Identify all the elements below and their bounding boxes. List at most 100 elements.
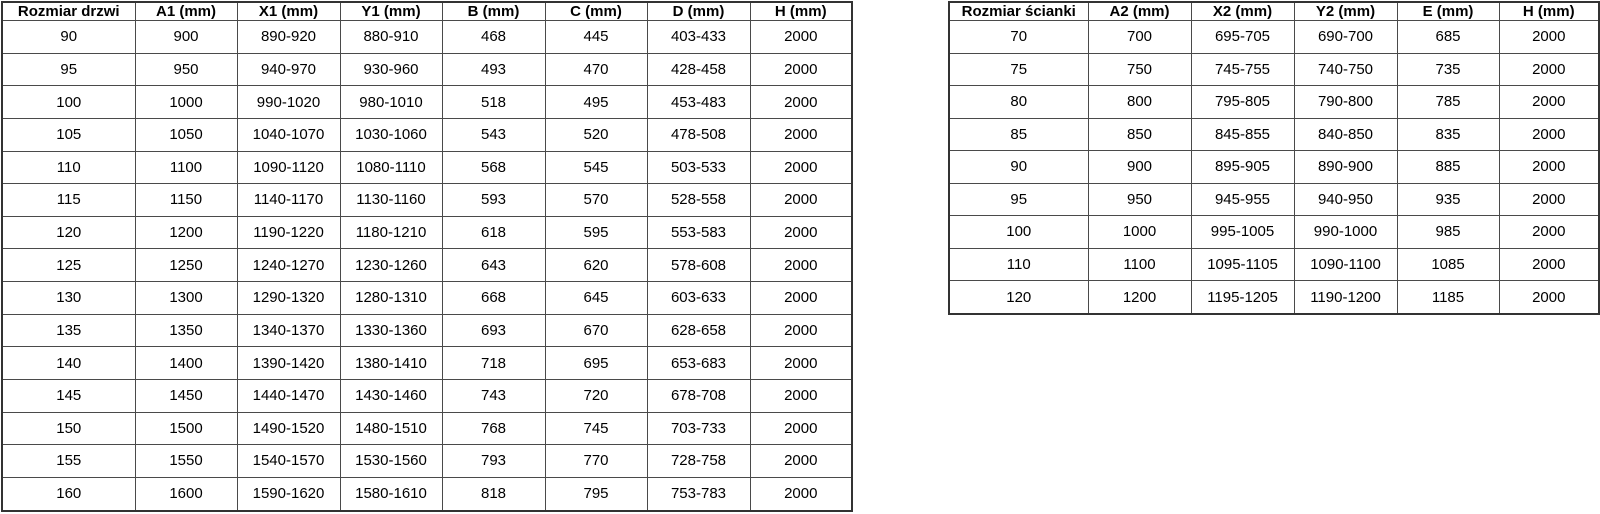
table-row: 80 800 795-805 790-800 785 2000 — [948, 85, 1600, 119]
table-cell: 1580-1610 — [339, 476, 443, 512]
table-cell: 1240-1270 — [236, 248, 341, 282]
table-cell: 840-850 — [1293, 117, 1398, 151]
table-cell: 728-758 — [646, 444, 751, 478]
table-cell: 1090-1120 — [236, 150, 341, 185]
table-cell: 768 — [441, 411, 546, 446]
table-cell: 770 — [544, 444, 648, 478]
table-cell: 2000 — [749, 444, 853, 478]
table-row: 140 1400 1390-1420 1380-1410 718 695 653-683 20… — [1, 346, 853, 380]
table-cell: 668 — [441, 281, 546, 315]
table-cell: 110 — [1, 150, 136, 185]
table-cell: 495 — [544, 85, 648, 119]
table-cell: 1300 — [134, 281, 238, 315]
table-cell: 1190-1200 — [1293, 280, 1398, 315]
column-header: D (mm) — [646, 1, 751, 21]
table-cell: 900 — [134, 20, 238, 54]
table-cell: 1030-1060 — [339, 117, 443, 152]
table-cell: 2000 — [749, 183, 853, 217]
table-cell: 503-533 — [646, 150, 751, 185]
table-cell: 1195-1205 — [1190, 280, 1295, 315]
table-cell: 2000 — [749, 476, 853, 512]
table-cell: 1095-1105 — [1190, 247, 1295, 281]
table-cell: 553-583 — [646, 215, 751, 250]
table-cell: 753-783 — [646, 476, 751, 512]
column-header: H (mm) — [1498, 1, 1600, 21]
table-cell: 900 — [1087, 150, 1192, 184]
table-cell: 1140-1170 — [236, 183, 341, 217]
table-cell: 2000 — [1498, 117, 1600, 151]
table-cell: 1040-1070 — [236, 117, 341, 152]
table-cell: 1230-1260 — [339, 248, 443, 282]
table-row: 135 1350 1340-1370 1330-1360 693 670 628-658 20… — [1, 313, 853, 348]
table-cell: 628-658 — [646, 313, 751, 348]
table-cell: 115 — [1, 183, 136, 217]
table-cell: 703-733 — [646, 411, 751, 446]
table-cell: 945-955 — [1190, 182, 1295, 216]
table-cell: 618 — [441, 215, 546, 250]
table-cell: 995-1005 — [1190, 215, 1295, 249]
table-cell: 1540-1570 — [236, 444, 341, 478]
table-cell: 720 — [544, 378, 648, 413]
table-cell: 1200 — [1087, 280, 1192, 315]
table-cell: 1480-1510 — [339, 411, 443, 446]
table-cell: 1550 — [134, 444, 238, 478]
table-cell: 428-458 — [646, 52, 751, 87]
table-cell: 578-608 — [646, 248, 751, 282]
table-cell: 2000 — [749, 248, 853, 282]
table-cell: 935 — [1396, 182, 1500, 216]
table-cell: 990-1000 — [1293, 215, 1398, 249]
table-cell: 2000 — [1498, 182, 1600, 216]
table-row: 110 1100 1090-1120 1080-1110 568 545 503-533 20… — [1, 150, 853, 185]
table-cell: 1180-1210 — [339, 215, 443, 250]
table-cell: 950 — [134, 52, 238, 87]
table-cell: 570 — [544, 183, 648, 217]
table-cell: 543 — [441, 117, 546, 152]
table-cell: 750 — [1087, 52, 1192, 86]
table-cell: 1185 — [1396, 280, 1500, 315]
table-cell: 2000 — [1498, 150, 1600, 184]
table-cell: 835 — [1396, 117, 1500, 151]
table-cell: 1280-1310 — [339, 281, 443, 315]
column-header: C (mm) — [544, 1, 648, 21]
table-cell: 653-683 — [646, 346, 751, 380]
table-row: 120 1200 1195-1205 1190-1200 1185 2000 — [948, 280, 1600, 315]
column-header: A1 (mm) — [134, 1, 238, 21]
table-row: 130 1300 1290-1320 1280-1310 668 645 603-633 20… — [1, 281, 853, 315]
table-cell: 80 — [948, 85, 1089, 119]
table-cell: 850 — [1087, 117, 1192, 151]
table-cell: 795 — [544, 476, 648, 512]
table-cell: 2000 — [1498, 247, 1600, 281]
table-row: 85 850 845-855 840-850 835 2000 — [948, 117, 1600, 151]
table-row: 90 900 890-920 880-910 468 445 403-433 2000 — [1, 20, 853, 54]
table-cell: 2000 — [749, 52, 853, 87]
table-row: 100 1000 995-1005 990-1000 985 2000 — [948, 215, 1600, 249]
table-cell: 160 — [1, 476, 136, 512]
table-cell: 1350 — [134, 313, 238, 348]
table-cell: 1080-1110 — [339, 150, 443, 185]
table-cell: 110 — [948, 247, 1089, 281]
table-cell: 940-970 — [236, 52, 341, 87]
table-cell: 493 — [441, 52, 546, 87]
table-cell: 1200 — [134, 215, 238, 250]
table-cell: 145 — [1, 378, 136, 413]
table-cell: 1250 — [134, 248, 238, 282]
table-cell: 670 — [544, 313, 648, 348]
table-cell: 2000 — [749, 346, 853, 380]
table-cell: 2000 — [1498, 85, 1600, 119]
table-cell: 70 — [948, 20, 1089, 54]
table-cell: 990-1020 — [236, 85, 341, 119]
table-cell: 403-433 — [646, 20, 751, 54]
table-cell: 100 — [1, 85, 136, 119]
table-cell: 545 — [544, 150, 648, 185]
column-header: Rozmiar ścianki — [948, 1, 1089, 21]
table-cell: 130 — [1, 281, 136, 315]
table-row: 100 1000 990-1020 980-1010 518 495 453-483 2000 — [1, 85, 853, 119]
table-cell: 1000 — [1087, 215, 1192, 249]
table-cell: 1590-1620 — [236, 476, 341, 512]
table-cell: 693 — [441, 313, 546, 348]
table-cell: 155 — [1, 444, 136, 478]
table-cell: 890-920 — [236, 20, 341, 54]
table-cell: 603-633 — [646, 281, 751, 315]
column-header: X1 (mm) — [236, 1, 341, 21]
header-row: Rozmiar drzwi A1 (mm) X1 (mm) Y1 (mm) B (mm)… — [1, 1, 853, 21]
